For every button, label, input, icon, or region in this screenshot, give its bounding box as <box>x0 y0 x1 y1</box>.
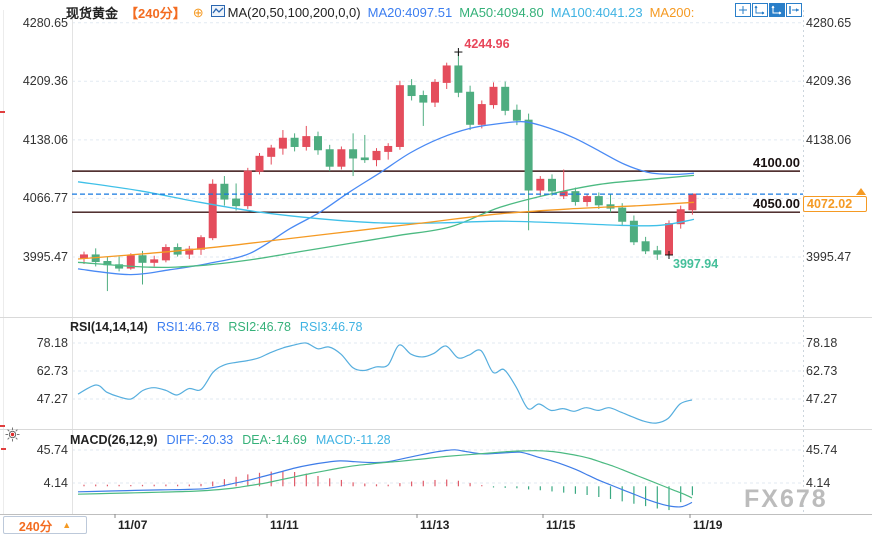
ma-line-ma50 <box>77 174 695 269</box>
macd-header: MACD(26,12,9) DIFF:-20.33 DEA:-14.69 MACD:-… <box>70 433 391 447</box>
axis-zoom-icon[interactable] <box>752 3 768 17</box>
period-selector-label: 240分 <box>18 519 53 534</box>
ma-settings-label-text: MA(20,50,100,200,0,0) <box>227 5 361 20</box>
ma100-value: MA100:4041.23 <box>551 5 643 20</box>
ma200-value-text: MA200: <box>649 5 695 20</box>
panel-borders <box>0 10 872 518</box>
macd-diff-line <box>77 449 693 508</box>
rsi-axis-label-left: 62.73 <box>36 363 68 378</box>
rsi-axis-label-left: 78.18 <box>36 336 68 350</box>
price-line-label: 4100.00 <box>753 155 800 171</box>
high-price-annotation: 4244.96 <box>464 37 510 52</box>
dea-value: DEA:-14.69 <box>242 433 307 447</box>
main-axis-label-left: 3995.47 <box>22 250 68 264</box>
main-axis-label-left: 4280.65 <box>22 15 68 30</box>
macd-axis-label-left: 45.74 <box>36 443 68 457</box>
watermark-logo: FX678 <box>744 485 828 513</box>
symbol-label: 现货黄金 <box>66 3 118 22</box>
gridlines <box>72 22 803 484</box>
main-axis-label-right: 3995.47 <box>806 250 852 264</box>
low-price-annotation: 3997.94 <box>673 256 719 271</box>
add-indicator-icon[interactable]: ⊕ <box>193 5 204 21</box>
ma50-value: MA50:4094.80 <box>459 5 544 20</box>
price-up-arrow-icon <box>856 188 866 196</box>
main-axis-label-left: 4066.77 <box>22 191 68 206</box>
chart-header: 现货黄金 【240分】 ⊕ MA(20,50,100,200,0,0) MA20:409… <box>66 3 694 22</box>
date-axis-label: 11/19 <box>693 518 723 532</box>
macd-value: MACD:-11.28 <box>315 433 391 447</box>
candlestick-series <box>80 52 697 292</box>
ma100-value-text: MA100:4041.23 <box>550 5 643 20</box>
rsi-line <box>77 342 693 424</box>
rsi-axis-label-left: 47.27 <box>36 392 68 406</box>
rsi-axis-label-right: 47.27 <box>806 392 838 406</box>
macd-settings-label: MACD(26,12,9) <box>70 433 158 447</box>
rsi2-value: RSI2:46.78 <box>228 320 291 334</box>
period-label-text: 【240分】 <box>125 6 186 21</box>
line-chart-icon <box>210 5 225 20</box>
rsi-header: RSI(14,14,14) RSI1:46.78 RSI2:46.78 RSI3:46… <box>70 320 362 334</box>
rsi1-value: RSI1:46.78 <box>156 320 220 334</box>
main-axis-label-left: 4138.06 <box>22 132 68 147</box>
date-axis-label: 11/15 <box>546 518 576 532</box>
move-tool-icon[interactable] <box>735 3 751 17</box>
macd-histogram <box>83 471 694 511</box>
add-indicator-icon-text: ⊕ <box>192 4 204 20</box>
ma20-value-text: MA20:4097.51 <box>367 5 453 20</box>
chart-toolbar <box>735 3 802 17</box>
ma-line-ma20 <box>77 120 695 276</box>
date-axis-label: 11/07 <box>118 518 148 532</box>
high-cross-marker <box>454 48 463 57</box>
period-label: 【240分】 <box>125 3 186 22</box>
main-axis-label-right: 4209.36 <box>806 74 852 89</box>
macd-axis-label-right: 4.14 <box>806 476 831 490</box>
macd-axis-label-left: 4.14 <box>43 476 68 490</box>
macd-dea-line <box>77 450 693 499</box>
date-axis-label: 11/11 <box>270 518 299 532</box>
ma-line-ma200 <box>77 201 695 260</box>
ma-settings-label: MA(20,50,100,200,0,0) <box>210 5 361 20</box>
ma20-value: MA20:4097.51 <box>368 5 453 20</box>
date-axis-label: 11/13 <box>420 518 450 532</box>
main-axis-label-right: 4138.06 <box>806 132 852 147</box>
triangle-up-icon: ▲ <box>62 520 72 530</box>
low-cross-marker <box>665 250 673 259</box>
price-line-label: 4050.00 <box>753 196 800 212</box>
rsi-axis-label-right: 78.18 <box>806 336 838 350</box>
indicator-settings-icon[interactable] <box>5 427 20 447</box>
axis-zoom-active-icon[interactable] <box>769 3 785 17</box>
diff-value: DIFF:-20.33 <box>166 433 234 447</box>
main-axis-label-left: 4209.36 <box>22 74 68 89</box>
ma50-value-text: MA50:4094.80 <box>459 5 544 20</box>
rsi3-value: RSI3:46.78 <box>299 320 363 334</box>
symbol-label-text: 现货黄金 <box>66 6 119 21</box>
rsi-settings-label: RSI(14,14,14) <box>70 320 148 334</box>
period-selector-button[interactable]: 240分 ▲ <box>3 516 87 534</box>
last-price-badge: 4072.02 <box>803 196 867 213</box>
main-axis-label-right: 4280.65 <box>806 15 852 30</box>
rsi-axis-label-right: 62.73 <box>806 363 838 378</box>
ma-line-ma100 <box>77 181 695 227</box>
pan-right-icon[interactable] <box>786 3 802 17</box>
macd-axis-label-right: 45.74 <box>806 443 838 457</box>
ma200-value: MA200: <box>650 5 695 20</box>
